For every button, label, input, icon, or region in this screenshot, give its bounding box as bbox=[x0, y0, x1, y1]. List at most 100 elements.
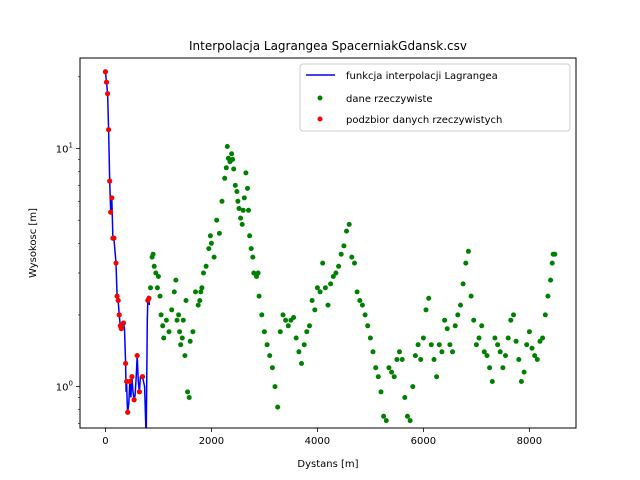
point-real-180 bbox=[484, 353, 490, 359]
point-real-94 bbox=[256, 293, 262, 299]
point-real-155 bbox=[418, 357, 424, 362]
point-real-117 bbox=[317, 289, 323, 295]
point-real-140 bbox=[378, 389, 384, 395]
point-real-122 bbox=[330, 274, 336, 279]
point-real-147 bbox=[397, 349, 402, 355]
point-real-197 bbox=[529, 345, 535, 351]
point-subset-14 bbox=[118, 326, 124, 332]
point-real-75 bbox=[230, 156, 236, 162]
point-real-158 bbox=[426, 295, 432, 301]
point-real-176 bbox=[473, 342, 479, 348]
point-real-47 bbox=[179, 335, 185, 341]
point-real-57 bbox=[197, 298, 203, 303]
point-real-141 bbox=[381, 413, 387, 419]
point-real-157 bbox=[423, 307, 429, 313]
point-real-91 bbox=[251, 270, 257, 276]
point-real-161 bbox=[434, 374, 440, 380]
point-real-198 bbox=[532, 353, 538, 359]
point-real-86 bbox=[245, 185, 250, 191]
legend-frame bbox=[299, 63, 571, 132]
point-real-71 bbox=[224, 144, 230, 149]
chart-title: Interpolacja Lagrangea SpacerniakGdansk.… bbox=[189, 39, 467, 53]
point-real-188 bbox=[505, 335, 511, 341]
point-real-124 bbox=[336, 263, 342, 269]
legend-green-marker bbox=[317, 95, 323, 101]
point-real-67 bbox=[216, 230, 222, 236]
point-real-173 bbox=[465, 248, 471, 254]
point-real-41 bbox=[171, 289, 177, 295]
point-real-98 bbox=[267, 353, 273, 359]
point-real-64 bbox=[208, 240, 214, 246]
point-real-166 bbox=[447, 342, 453, 348]
point-real-169 bbox=[455, 312, 461, 318]
point-real-118 bbox=[320, 260, 326, 266]
point-real-162 bbox=[436, 342, 442, 348]
point-real-138 bbox=[373, 365, 379, 371]
point-subset-16 bbox=[123, 361, 129, 366]
point-real-66 bbox=[214, 217, 220, 223]
point-real-178 bbox=[479, 323, 485, 329]
point-real-182 bbox=[489, 379, 495, 384]
point-real-46 bbox=[178, 342, 184, 348]
point-real-114 bbox=[309, 298, 315, 303]
legend-label-interp: funkcja interpolacji Lagrangea bbox=[346, 71, 498, 82]
point-real-149 bbox=[402, 395, 408, 400]
point-subset-24 bbox=[140, 374, 145, 380]
point-real-107 bbox=[291, 315, 297, 320]
point-subset-15 bbox=[121, 320, 126, 326]
point-real-168 bbox=[452, 323, 458, 329]
point-real-120 bbox=[325, 302, 331, 308]
point-real-36 bbox=[160, 323, 166, 329]
point-real-121 bbox=[328, 281, 334, 287]
plot-area bbox=[102, 69, 558, 428]
point-real-195 bbox=[524, 342, 530, 348]
point-real-48 bbox=[180, 317, 186, 323]
point-real-201 bbox=[540, 335, 546, 341]
point-real-111 bbox=[301, 342, 307, 348]
point-subset-0 bbox=[102, 69, 108, 75]
point-real-49 bbox=[182, 353, 188, 359]
point-real-190 bbox=[511, 312, 516, 318]
y-axis: 100 101 bbox=[56, 76, 80, 424]
point-real-183 bbox=[492, 335, 498, 341]
point-real-95 bbox=[259, 312, 265, 318]
point-real-203 bbox=[545, 293, 551, 299]
point-real-172 bbox=[463, 260, 469, 266]
point-subset-19 bbox=[127, 379, 133, 384]
point-subset-2 bbox=[105, 91, 111, 97]
point-real-146 bbox=[394, 357, 400, 362]
point-real-179 bbox=[481, 349, 487, 355]
point-real-84 bbox=[241, 195, 247, 201]
point-real-202 bbox=[542, 312, 548, 318]
point-real-93 bbox=[255, 270, 261, 276]
point-subset-21 bbox=[131, 397, 137, 403]
point-real-115 bbox=[312, 307, 318, 313]
point-real-79 bbox=[235, 198, 241, 204]
point-real-52 bbox=[186, 395, 192, 400]
series-line-interp bbox=[104, 71, 151, 428]
point-real-50 bbox=[183, 298, 189, 303]
point-real-40 bbox=[169, 307, 175, 313]
point-real-142 bbox=[383, 418, 389, 424]
point-real-35 bbox=[158, 312, 164, 318]
point-real-128 bbox=[346, 221, 352, 227]
point-real-144 bbox=[389, 369, 395, 375]
point-real-133 bbox=[359, 302, 365, 308]
point-real-134 bbox=[362, 312, 368, 318]
point-real-103 bbox=[280, 312, 286, 318]
point-real-63 bbox=[207, 233, 213, 239]
legend: funkcja interpolacji Lagrangea dane rzec… bbox=[299, 63, 571, 132]
point-real-170 bbox=[458, 302, 463, 308]
point-real-34 bbox=[157, 293, 163, 299]
point-real-99 bbox=[269, 365, 275, 371]
point-real-53 bbox=[187, 338, 193, 344]
x-tick-label-1: 2000 bbox=[199, 436, 224, 447]
point-real-130 bbox=[352, 260, 357, 266]
point-real-38 bbox=[163, 317, 169, 323]
point-real-74 bbox=[229, 151, 235, 157]
point-real-181 bbox=[487, 365, 493, 371]
point-real-62 bbox=[206, 246, 212, 252]
y-axis-label: Wysokosc [m] bbox=[28, 208, 39, 278]
point-real-191 bbox=[513, 338, 519, 344]
